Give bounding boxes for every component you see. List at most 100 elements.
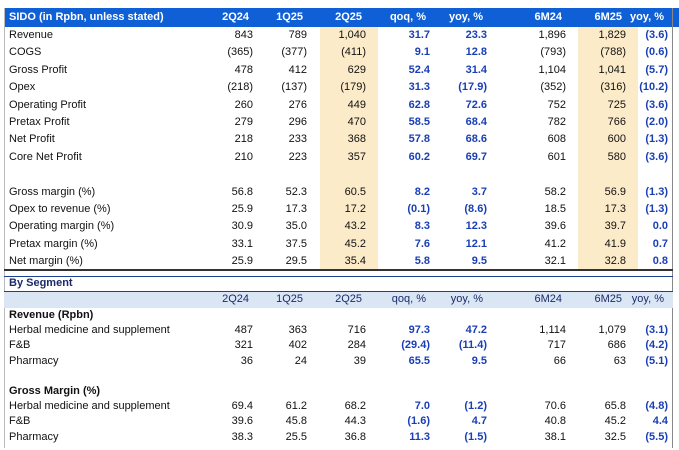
table-cell: 470 — [347, 116, 366, 128]
table-cell: Revenue (Rpbn) — [9, 309, 94, 321]
table-cell: 210 — [234, 150, 253, 163]
table-cell: 39.6 — [231, 415, 253, 428]
table-cell: qoq, % — [389, 11, 426, 23]
table-cell: 57.8 — [408, 133, 430, 146]
table-cell: 1,896 — [538, 29, 566, 41]
table-cell: 17.2 — [344, 203, 366, 215]
table-cell: (1.3) — [645, 185, 668, 198]
table-cell: 276 — [288, 98, 307, 111]
table-cell: 69.7 — [465, 150, 487, 163]
table-cell: 716 — [347, 324, 366, 337]
table-cell: (377) — [281, 46, 307, 59]
table-cell: 45.2 — [604, 415, 626, 428]
table-cell: Operating Profit — [9, 98, 87, 111]
table-cell: Revenue — [9, 29, 54, 41]
table-cell: (179) — [340, 81, 366, 94]
table-cell: 29.5 — [285, 255, 307, 268]
table-cell: 0.7 — [652, 237, 668, 250]
table-cell: 58.2 — [544, 185, 566, 198]
table-cell: (316) — [600, 81, 626, 94]
table-cell: 843 — [234, 29, 253, 41]
table-cell: 39 — [353, 354, 366, 367]
table-cell: 7.6 — [414, 237, 430, 250]
table-cell: 782 — [547, 116, 566, 128]
table-cell: yoy, % — [629, 11, 664, 23]
table-cell: (29.4) — [401, 339, 430, 352]
table-cell: COGS — [9, 46, 42, 59]
table-cell: (0.6) — [645, 46, 668, 59]
table-cell: (3.6) — [645, 98, 668, 111]
table-cell: 223 — [288, 150, 307, 163]
table-cell: 233 — [288, 133, 307, 146]
table-cell: 478 — [234, 63, 253, 76]
table-cell: 12.3 — [465, 220, 487, 233]
table-cell: 40.8 — [544, 415, 566, 428]
table-cell: 1,114 — [539, 324, 566, 337]
table-cell: (1.5) — [464, 430, 487, 443]
table-cell: 368 — [347, 133, 366, 146]
table-cell: 60.2 — [408, 150, 430, 163]
table-cell: 38.3 — [231, 430, 253, 443]
table-cell: Gross Profit — [9, 63, 68, 76]
table-cell: (4.8) — [645, 400, 668, 413]
table-cell: 24 — [294, 354, 307, 367]
table-cell: 65.5 — [408, 354, 430, 367]
table-cell: (3.1) — [645, 324, 668, 337]
table-cell: 25.9 — [231, 255, 253, 268]
table-cell: 580 — [607, 150, 626, 163]
table-cell: 36.8 — [344, 430, 366, 443]
table-cell: 1,104 — [538, 63, 566, 76]
table-cell: 9.5 — [471, 255, 487, 268]
left-border — [4, 8, 5, 448]
table-cell: 6M24 — [534, 11, 562, 23]
table-cell: 1,829 — [598, 29, 626, 41]
table-cell: (5.7) — [645, 63, 668, 76]
table-cell: 2Q25 — [335, 293, 362, 305]
table-cell: 218 — [234, 133, 253, 146]
table-cell: 68.4 — [465, 116, 487, 128]
table-cell: 44.3 — [344, 415, 366, 428]
table-cell: 45.2 — [344, 237, 366, 250]
table-cell: 68.2 — [344, 400, 366, 413]
table-cell: 11.3 — [409, 430, 430, 443]
table-cell: 47.2 — [465, 324, 487, 337]
table-cell: 717 — [547, 339, 566, 352]
table-cell: 9.1 — [414, 46, 430, 59]
table-cell: 1Q25 — [276, 293, 303, 305]
table-cell: Net Profit — [9, 133, 55, 146]
table-cell: 31.7 — [408, 29, 430, 41]
table-cell: 37.5 — [285, 237, 307, 250]
table-cell: 608 — [547, 133, 566, 146]
table-cell: (3.6) — [645, 29, 668, 41]
table-cell: 70.6 — [544, 400, 566, 413]
table-cell: 60.5 — [344, 185, 366, 198]
table-cell: 1,079 — [598, 324, 626, 337]
rule — [4, 269, 673, 271]
table-cell: 0.0 — [652, 220, 668, 233]
table-cell: Gross Margin (%) — [9, 385, 101, 397]
table-cell: (788) — [600, 46, 626, 59]
table-cell: 766 — [607, 116, 626, 128]
table-cell: Net margin (%) — [9, 255, 83, 268]
table-cell: 17.3 — [604, 203, 626, 215]
table-cell: 31.4 — [465, 63, 487, 76]
table-cell: 279 — [234, 116, 253, 128]
table-cell: (5.5) — [645, 430, 668, 443]
table-cell: 56.8 — [231, 185, 253, 198]
table-cell: 4.4 — [652, 415, 668, 428]
right-border — [672, 8, 673, 448]
table-cell: (3.6) — [645, 150, 668, 163]
table-cell: 412 — [288, 63, 307, 76]
table-cell: Herbal medicine and supplement — [9, 400, 170, 413]
table-cell: 260 — [234, 98, 253, 111]
table-cell: 25.5 — [285, 430, 307, 443]
table-cell: 35.0 — [285, 220, 307, 233]
table-cell: 41.9 — [604, 237, 626, 250]
table-cell: 321 — [234, 339, 253, 352]
table-cell: SIDO (in Rpbn, unless stated) — [9, 11, 164, 23]
table-cell: 30.9 — [231, 220, 253, 233]
table-cell: 296 — [288, 116, 307, 128]
table-cell: 686 — [607, 339, 626, 352]
table-cell: 8.2 — [414, 185, 430, 198]
table-cell: (137) — [281, 81, 307, 94]
